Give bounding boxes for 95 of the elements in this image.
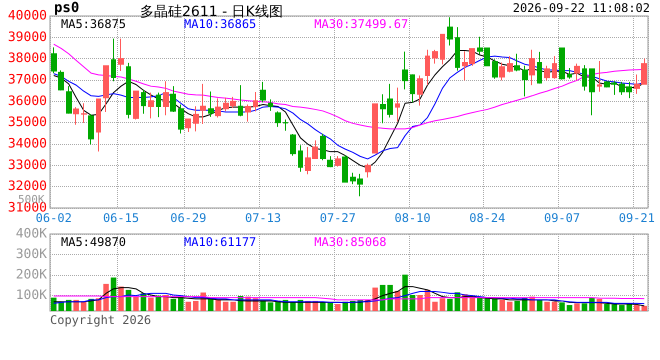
candlestick — [156, 92, 161, 118]
candlestick — [582, 64, 587, 92]
candlestick — [88, 114, 94, 145]
candlestick — [66, 86, 72, 114]
y-tick-label: 40000 — [8, 8, 47, 24]
candlestick — [141, 89, 146, 114]
candlestick — [51, 46, 57, 74]
text: ps0 — [54, 0, 80, 16]
y-tick-label: 36000 — [8, 94, 47, 109]
candlestick — [103, 65, 109, 112]
candlestick — [402, 51, 408, 90]
candlestick — [522, 65, 528, 97]
candlestick — [499, 62, 505, 81]
candlestick — [417, 75, 423, 106]
y-tick-label: 38000 — [8, 51, 47, 66]
candlestick — [73, 106, 79, 126]
candlestick — [111, 38, 116, 82]
candlestick — [529, 49, 535, 86]
candlestick — [290, 133, 296, 156]
line-series — [53, 290, 645, 304]
candlestick — [118, 38, 124, 72]
x-tick-label: 06-15 — [102, 211, 140, 225]
candlestick — [440, 34, 445, 65]
candlestick — [335, 156, 341, 168]
candlestick — [425, 49, 430, 86]
text: MA5:49870 — [61, 235, 126, 249]
candlestick — [432, 49, 438, 64]
x-tick-label: 07-13 — [244, 211, 282, 225]
candlestick — [372, 103, 378, 154]
candlestick — [507, 56, 513, 73]
candlestick — [260, 81, 266, 103]
candlestick — [514, 53, 520, 72]
candlestick — [298, 144, 303, 172]
candlestick — [185, 118, 191, 133]
x-tick-label: 09-07 — [544, 211, 580, 225]
candlestick — [537, 51, 542, 84]
candlestick — [574, 63, 580, 81]
text: MA10:61177 — [184, 235, 256, 249]
x-tick-label: 06-02 — [36, 211, 72, 225]
candlestick — [567, 68, 572, 80]
candlestick — [275, 110, 281, 128]
y-tick-label: 400K — [16, 226, 48, 242]
y-tick-label: 33000 — [8, 158, 47, 173]
candlestick — [245, 104, 251, 122]
candlestick — [81, 102, 87, 124]
candlestick — [447, 16, 453, 46]
chart-title: 多晶硅2611 - 日K线图 — [140, 4, 283, 20]
candlestick — [492, 58, 498, 80]
candlestick — [342, 154, 348, 183]
candlestick — [544, 65, 550, 81]
text: MA30:85068 — [314, 235, 387, 249]
candlestick — [365, 163, 371, 178]
candlestick — [320, 133, 326, 161]
candlestick — [170, 86, 176, 112]
candlestick — [215, 98, 221, 118]
candlestick — [178, 104, 184, 134]
candlestick — [283, 118, 288, 132]
candlestick — [126, 62, 131, 119]
candlestick — [58, 70, 64, 91]
y-tick-label: 34000 — [8, 136, 47, 152]
y-tick-label: 35000 — [8, 115, 47, 130]
candlestick — [200, 83, 206, 124]
candlestick — [163, 80, 169, 116]
candlestick — [238, 84, 243, 117]
text: MA5:36875 — [61, 17, 126, 31]
candlestick — [96, 98, 101, 152]
y-tick-label: 200K — [16, 268, 48, 283]
candlestick — [559, 48, 565, 80]
x-tick-label: 08-24 — [469, 211, 506, 225]
x-tick-label: 09-21 — [618, 211, 655, 225]
y-tick-label: 100K — [16, 288, 48, 304]
y-tick-label: 32000 — [8, 179, 47, 194]
x-tick-label: 08-10 — [394, 211, 431, 225]
x-tick-label: 06-29 — [170, 211, 206, 225]
candlestick — [455, 26, 460, 72]
candlestick — [589, 68, 595, 116]
text: MA30:37499.67 — [314, 17, 408, 31]
candlestick — [208, 91, 214, 118]
candlestick — [268, 98, 273, 112]
x-tick-label: 07-27 — [320, 211, 356, 225]
candlestick — [133, 90, 139, 120]
candlestick — [253, 91, 258, 112]
text: 2026-09-22 11:08:02 — [512, 1, 650, 15]
candlestick — [148, 92, 154, 119]
text: MA10:36865 — [184, 17, 256, 31]
text: Copyright 2026 — [50, 313, 152, 327]
candlestick — [193, 106, 199, 132]
candlestick — [327, 156, 333, 168]
y-tick-label: 37000 — [8, 72, 47, 88]
y-tick-label: 300K — [16, 247, 48, 262]
candlestick — [597, 60, 602, 92]
candlestick — [410, 74, 415, 103]
y-tick-label: 39000 — [8, 30, 47, 45]
candlestick — [552, 56, 557, 80]
candlestick — [395, 87, 400, 122]
